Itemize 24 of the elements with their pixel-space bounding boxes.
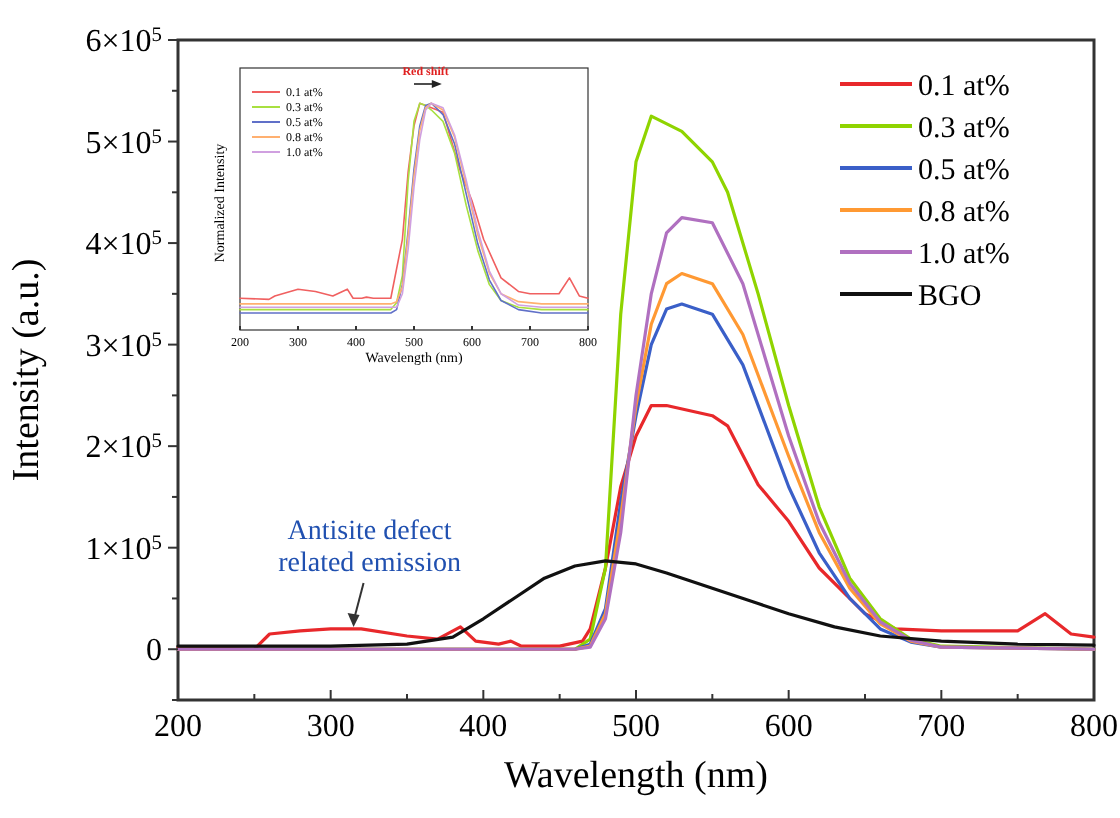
y-tick-label: 5×10$^{5}$ bbox=[85, 125, 162, 161]
x-tick-label: 500 bbox=[612, 710, 660, 744]
legend-label: 0.3 at% bbox=[918, 112, 1010, 145]
x-tick-label: 200 bbox=[154, 710, 202, 744]
legend-label: 0.5 at% bbox=[918, 154, 1010, 187]
legend-label: 1.0 at% bbox=[918, 238, 1010, 271]
x-tick-label: 600 bbox=[764, 710, 813, 744]
annotation: Antisite defect related emission bbox=[278, 516, 461, 579]
legend-label: 0.1 at% bbox=[918, 70, 1010, 103]
x-axis-title: Wavelength (nm) bbox=[504, 754, 768, 797]
y-tick-label: 0 bbox=[146, 634, 162, 669]
x-tick-label: 400 bbox=[459, 710, 508, 744]
line-series bbox=[176, 403, 1096, 651]
x-tick-label: 800 bbox=[1070, 710, 1118, 744]
y-tick-label: 6×10$^{5}$ bbox=[85, 24, 162, 60]
y-axis-title: Intensity (a.u.) bbox=[6, 258, 48, 482]
y-tick-label: 4×10$^{5}$ bbox=[85, 227, 162, 263]
x-tick-label: 700 bbox=[917, 710, 966, 744]
y-tick-label: 2×10$^{5}$ bbox=[85, 430, 162, 466]
y-tick-label: 1×10$^{5}$ bbox=[85, 531, 162, 567]
y-tick-label: 3×10$^{5}$ bbox=[85, 328, 162, 364]
x-tick-label: 300 bbox=[306, 710, 355, 744]
legend-label: BGO bbox=[918, 280, 982, 313]
legend-label: 0.8 at% bbox=[918, 196, 1010, 229]
